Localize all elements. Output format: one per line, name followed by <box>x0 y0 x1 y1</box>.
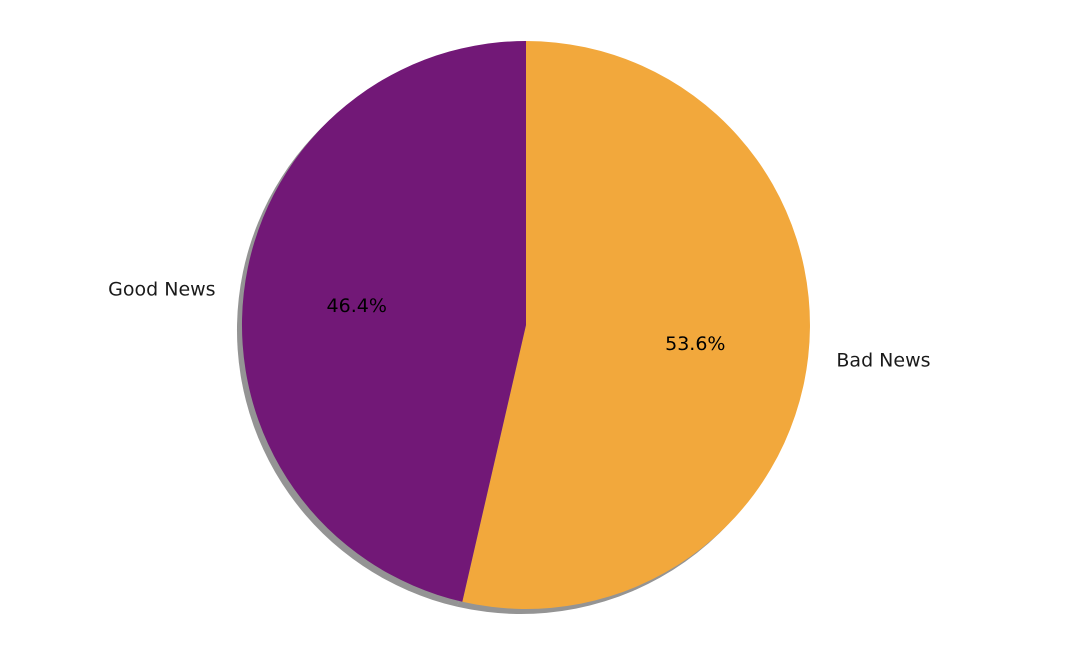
pie-pct-label-good-news: 46.4% <box>327 295 387 317</box>
pie-slice-bad-news <box>462 41 810 609</box>
pie-labels: 53.6% Bad News 46.4% Good News <box>108 279 930 372</box>
pie-slices <box>241 41 810 609</box>
pie-category-label-bad-news: Bad News <box>836 349 930 371</box>
pie-pct-label-bad-news: 53.6% <box>665 333 725 355</box>
pie-category-label-good-news: Good News <box>108 279 215 301</box>
pie-slice-good-news <box>241 41 526 602</box>
